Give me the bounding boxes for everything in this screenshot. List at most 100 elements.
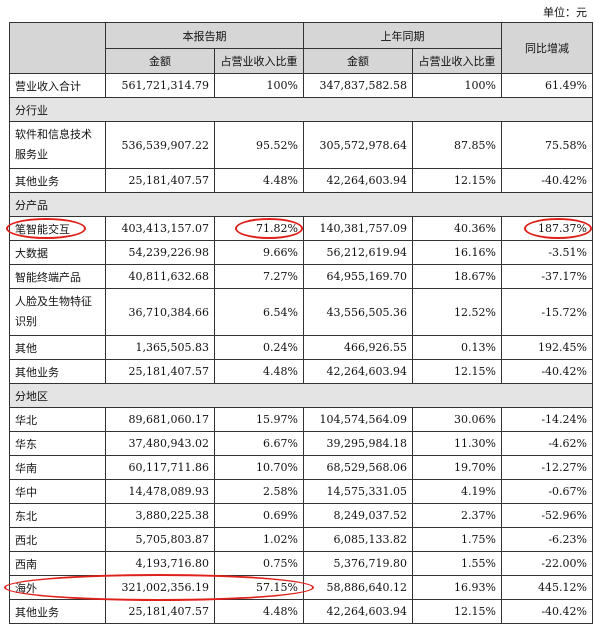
current-share: 7.27% bbox=[214, 264, 304, 289]
table-row: 华南 60,117,711.86 10.70% 68,529,568.06 19… bbox=[9, 455, 593, 480]
prior-share: 12.15% bbox=[412, 359, 502, 384]
prior-share: 100% bbox=[412, 73, 502, 98]
prior-share: 18.67% bbox=[412, 264, 502, 289]
row-label: 其他业务 bbox=[9, 359, 106, 384]
row-label: 西南 bbox=[9, 551, 106, 576]
current-amount: 403,413,157.07 bbox=[105, 216, 215, 241]
prior-share: 16.16% bbox=[412, 240, 502, 265]
current-amount: 40,811,632.68 bbox=[105, 264, 215, 289]
table-row: 东北 3,880,225.38 0.69% 8,249,037.52 2.37%… bbox=[9, 503, 593, 528]
prior-share: 12.52% bbox=[412, 288, 502, 336]
current-amount: 36,710,384.66 bbox=[105, 288, 215, 336]
prior-share: 4.19% bbox=[412, 479, 502, 504]
table-row: 人脸及生物特征识别 36,710,384.66 6.54% 43,556,505… bbox=[9, 288, 593, 336]
row-label: 海外 bbox=[4, 574, 314, 601]
current-share: 10.70% bbox=[214, 455, 304, 480]
current-share: 0.69% bbox=[214, 503, 304, 528]
table-row: 华中 14,478,089.93 2.58% 14,575,331.05 4.1… bbox=[9, 479, 593, 504]
current-share: 1.02% bbox=[214, 527, 304, 552]
table-row: 华北 89,681,060.17 15.97% 104,574,564.09 3… bbox=[9, 407, 593, 432]
row-label: 笔智能交互 bbox=[6, 216, 106, 241]
current-amount: 25,181,407.57 bbox=[105, 599, 215, 624]
prior-share: 1.75% bbox=[412, 527, 502, 552]
prior-amount: 42,264,603.94 bbox=[303, 599, 413, 624]
prior-amount: 64,955,169.70 bbox=[303, 264, 413, 289]
yoy-change: -15.72% bbox=[501, 288, 593, 336]
current-amount: 1,365,505.83 bbox=[105, 335, 215, 360]
table-row: 其他业务 25,181,407.57 4.48% 42,264,603.94 1… bbox=[9, 168, 593, 193]
prior-share: 12.15% bbox=[412, 168, 502, 193]
current-amount: 25,181,407.57 bbox=[105, 168, 215, 193]
row-label: 大数据 bbox=[9, 240, 106, 265]
table-row: 其他业务 25,181,407.57 4.48% 42,264,603.94 1… bbox=[9, 359, 593, 384]
header-prior-amount: 金额 bbox=[303, 48, 413, 74]
current-amount: 561,721,314.79 bbox=[105, 73, 215, 98]
table-row-highlighted: 笔智能交互 403,413,157.07 71.82% 140,381,757.… bbox=[6, 216, 593, 241]
section-title: 分地区 bbox=[9, 383, 593, 408]
current-share: 4.48% bbox=[214, 359, 304, 384]
table-row-highlighted: 海外 321,002,356.19 57.15% 58,886,640.12 1… bbox=[4, 574, 593, 601]
table-row: 西南 4,193,716.80 0.75% 5,376,719.80 1.55%… bbox=[9, 551, 593, 576]
header-prior-period: 上年同期 bbox=[303, 22, 502, 49]
current-share: 57.15% bbox=[214, 575, 304, 600]
section-row-region: 分地区 bbox=[9, 383, 593, 408]
current-share: 6.67% bbox=[214, 431, 304, 456]
current-share: 15.97% bbox=[214, 407, 304, 432]
table-row: 华东 37,480,943.02 6.67% 39,295,984.18 11.… bbox=[9, 431, 593, 456]
yoy-change: 192.45% bbox=[501, 335, 593, 360]
header-blank bbox=[9, 22, 106, 74]
prior-amount: 140,381,757.09 bbox=[303, 216, 413, 241]
current-share: 2.58% bbox=[214, 479, 304, 504]
current-amount: 25,181,407.57 bbox=[105, 359, 215, 384]
header-yoy-change: 同比增减 bbox=[501, 22, 593, 74]
prior-share: 0.13% bbox=[412, 335, 502, 360]
prior-amount: 347,837,582.58 bbox=[303, 73, 413, 98]
yoy-change: -14.24% bbox=[501, 407, 593, 432]
section-title: 分行业 bbox=[9, 97, 593, 122]
table-row: 大数据 54,239,226.98 9.66% 56,212,619.94 16… bbox=[9, 240, 593, 265]
yoy-change: -40.42% bbox=[501, 599, 593, 624]
current-amount: 60,117,711.86 bbox=[105, 455, 215, 480]
yoy-change: -0.67% bbox=[501, 479, 593, 504]
section-row-product: 分产品 bbox=[9, 192, 593, 217]
prior-amount: 39,295,984.18 bbox=[303, 431, 413, 456]
yoy-change: -3.51% bbox=[501, 240, 593, 265]
prior-amount: 466,926.55 bbox=[303, 335, 413, 360]
current-share: 95.52% bbox=[214, 121, 304, 169]
unit-label: 单位：元 bbox=[543, 6, 587, 19]
current-share: 9.66% bbox=[214, 240, 304, 265]
prior-share: 19.70% bbox=[412, 455, 502, 480]
prior-amount: 6,085,133.82 bbox=[303, 527, 413, 552]
prior-amount: 5,376,719.80 bbox=[303, 551, 413, 576]
prior-share: 1.55% bbox=[412, 551, 502, 576]
yoy-change: -12.27% bbox=[501, 455, 593, 480]
header-current-share: 占营业收入比重 bbox=[214, 48, 304, 74]
row-label: 华南 bbox=[9, 455, 106, 480]
prior-share: 11.30% bbox=[412, 431, 502, 456]
section-title: 分产品 bbox=[9, 192, 593, 217]
table-row: 智能终端产品 40,811,632.68 7.27% 64,955,169.70… bbox=[9, 264, 593, 289]
prior-share: 30.06% bbox=[412, 407, 502, 432]
section-row-industry: 分行业 bbox=[9, 97, 593, 122]
current-share: 100% bbox=[214, 73, 304, 98]
header-prior-share: 占营业收入比重 bbox=[412, 48, 502, 74]
current-share: 0.75% bbox=[214, 551, 304, 576]
current-amount: 14,478,089.93 bbox=[105, 479, 215, 504]
row-label: 营业收入合计 bbox=[9, 73, 106, 98]
current-share: 4.48% bbox=[214, 599, 304, 624]
current-share: 0.24% bbox=[214, 335, 304, 360]
table-row: 西北 5,705,803.87 1.02% 6,085,133.82 1.75%… bbox=[9, 527, 593, 552]
prior-amount: 58,886,640.12 bbox=[303, 575, 413, 600]
prior-share: 40.36% bbox=[412, 216, 502, 241]
prior-amount: 56,212,619.94 bbox=[303, 240, 413, 265]
yoy-change: -40.42% bbox=[501, 168, 593, 193]
yoy-change: -40.42% bbox=[501, 359, 593, 384]
prior-amount: 104,574,564.09 bbox=[303, 407, 413, 432]
prior-amount: 305,572,978.64 bbox=[303, 121, 413, 169]
prior-amount: 43,556,505.36 bbox=[303, 288, 413, 336]
current-amount: 89,681,060.17 bbox=[105, 407, 215, 432]
yoy-change: 445.12% bbox=[501, 575, 593, 600]
yoy-change: 187.37% bbox=[501, 216, 593, 241]
prior-amount: 8,249,037.52 bbox=[303, 503, 413, 528]
current-amount: 4,193,716.80 bbox=[105, 551, 215, 576]
